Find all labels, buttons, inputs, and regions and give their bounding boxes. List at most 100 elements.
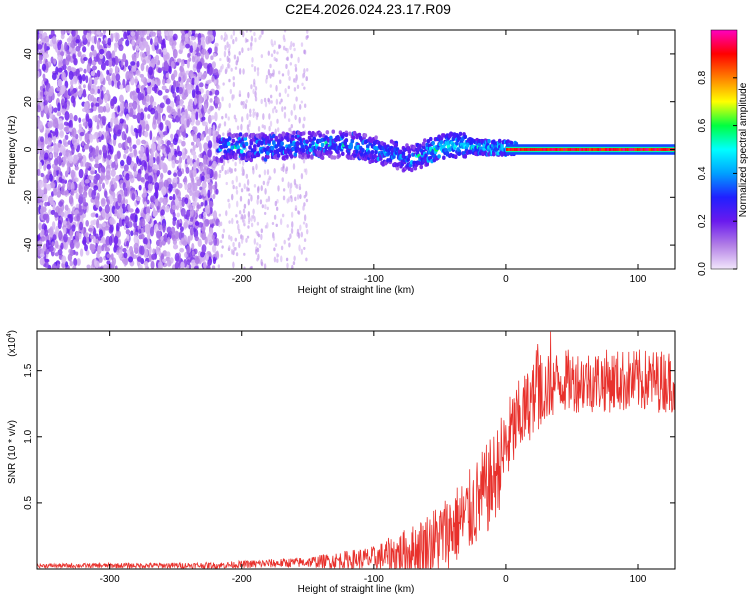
noise-cell bbox=[194, 76, 200, 84]
noise-cell bbox=[61, 161, 65, 168]
sparse-cell bbox=[305, 198, 309, 203]
noise-cell bbox=[186, 118, 190, 128]
noise-cell bbox=[189, 45, 194, 54]
sparse-cell bbox=[280, 245, 284, 251]
noise-cell bbox=[192, 167, 197, 178]
carrier-line-cell bbox=[573, 148, 576, 151]
sparse-cell bbox=[278, 70, 281, 75]
sparse-cell bbox=[287, 127, 291, 132]
signal-cell bbox=[453, 154, 458, 159]
noise-cell bbox=[123, 153, 127, 160]
noise-cell bbox=[150, 260, 155, 269]
sparse-cell bbox=[281, 106, 284, 113]
sparse-cell bbox=[273, 214, 277, 220]
noise-cell bbox=[207, 261, 211, 267]
noise-cell bbox=[38, 161, 43, 170]
noise-cell bbox=[104, 204, 110, 214]
noise-cell bbox=[214, 102, 219, 109]
noise-cell bbox=[79, 221, 84, 231]
noise-cell bbox=[109, 204, 113, 215]
sparse-cell bbox=[282, 188, 286, 192]
sparse-cell bbox=[297, 210, 301, 215]
sparse-cell bbox=[250, 35, 254, 42]
sparse-cell bbox=[286, 262, 289, 269]
noise-cell bbox=[53, 169, 57, 178]
noise-cell bbox=[119, 94, 124, 103]
sparse-cell bbox=[301, 73, 305, 79]
noise-cell bbox=[42, 73, 46, 80]
noise-cell bbox=[141, 160, 147, 167]
noise-cell bbox=[91, 30, 95, 34]
sparse-cell bbox=[263, 124, 266, 130]
carrier-line-cell bbox=[569, 148, 572, 151]
noise-cell bbox=[162, 222, 166, 233]
noise-cell bbox=[194, 236, 199, 242]
colorbar-tick-label: 0.2 bbox=[697, 214, 708, 228]
noise-cell bbox=[89, 156, 94, 162]
noise-cell bbox=[147, 165, 153, 173]
noise-cell bbox=[58, 176, 63, 183]
noise-cell bbox=[114, 265, 118, 269]
sparse-cell bbox=[234, 36, 238, 42]
sparse-cell bbox=[238, 182, 241, 188]
noise-cell bbox=[154, 173, 158, 183]
sparse-cell bbox=[247, 211, 251, 218]
sparse-cell bbox=[219, 169, 222, 174]
noise-cell bbox=[47, 121, 53, 129]
noise-cell bbox=[138, 228, 142, 234]
noise-cell bbox=[162, 115, 166, 122]
noise-cell bbox=[140, 177, 145, 183]
noise-cell bbox=[73, 154, 78, 160]
carrier-line-cell bbox=[561, 148, 564, 151]
sparse-cell bbox=[249, 113, 252, 117]
sparse-cell bbox=[286, 224, 289, 228]
sparse-cell bbox=[221, 63, 224, 70]
noise-cell bbox=[104, 247, 111, 252]
noise-cell bbox=[115, 32, 120, 41]
sparse-cell bbox=[238, 51, 241, 56]
sparse-cell bbox=[276, 118, 279, 124]
noise-cell bbox=[66, 37, 72, 43]
noise-cell bbox=[201, 230, 206, 241]
noise-cell bbox=[159, 102, 165, 109]
sparse-cell bbox=[273, 247, 276, 252]
noise-cell bbox=[206, 264, 211, 269]
noise-cell bbox=[140, 37, 144, 42]
sparse-cell bbox=[298, 103, 302, 110]
noise-cell bbox=[190, 141, 195, 146]
carrier-line-cell bbox=[523, 148, 526, 151]
noise-cell bbox=[93, 105, 97, 112]
noise-cell bbox=[138, 184, 142, 191]
noise-cell bbox=[211, 234, 215, 241]
noise-cell bbox=[98, 215, 104, 221]
sparse-cell bbox=[273, 49, 276, 54]
signal-cell bbox=[428, 136, 433, 142]
sparse-cell bbox=[222, 228, 226, 233]
carrier-line-cell bbox=[513, 148, 516, 151]
sparse-cell bbox=[303, 246, 306, 250]
noise-cell bbox=[106, 199, 110, 206]
noise-cell bbox=[40, 172, 44, 178]
sparse-cell bbox=[260, 98, 263, 105]
sparse-cell bbox=[296, 84, 300, 90]
noise-cell bbox=[70, 90, 75, 95]
noise-cell bbox=[119, 104, 124, 112]
sparse-cell bbox=[218, 213, 222, 217]
signal-cell bbox=[331, 129, 336, 134]
sparse-cell bbox=[290, 227, 294, 234]
noise-cell bbox=[192, 183, 196, 192]
noise-cell bbox=[57, 78, 63, 88]
noise-cell bbox=[122, 53, 127, 63]
noise-cell bbox=[214, 96, 220, 106]
noise-cell bbox=[124, 215, 130, 226]
sparse-cell bbox=[256, 198, 259, 205]
noise-cell bbox=[48, 146, 54, 153]
noise-cell bbox=[129, 106, 134, 117]
sparse-cell bbox=[234, 66, 238, 70]
noise-cell bbox=[76, 213, 81, 222]
signal-cell bbox=[280, 141, 284, 146]
sparse-cell bbox=[303, 49, 306, 55]
signal-cell bbox=[295, 141, 300, 147]
noise-cell bbox=[160, 235, 164, 241]
sparse-cell bbox=[271, 221, 275, 225]
